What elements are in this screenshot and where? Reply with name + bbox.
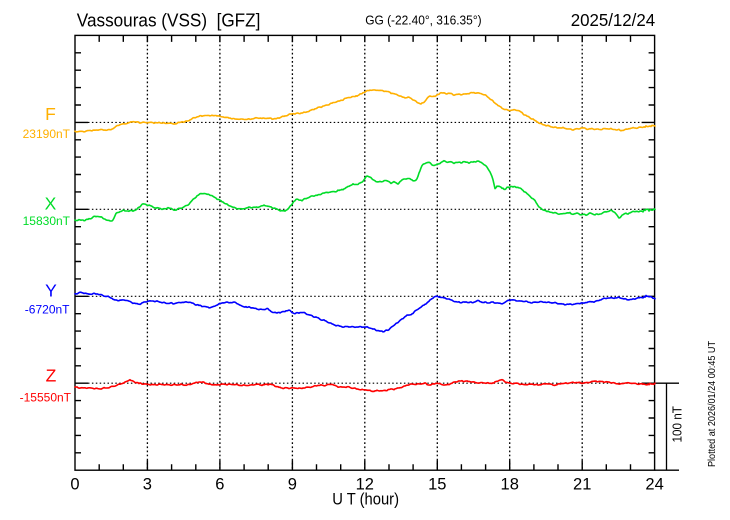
svg-text:100 nT: 100 nT (670, 406, 684, 443)
svg-text:Z: Z (46, 366, 57, 386)
svg-text:9: 9 (288, 476, 297, 494)
svg-text:-15550nT: -15550nT (20, 391, 72, 405)
svg-text:F: F (45, 104, 56, 124)
svg-text:GG (-22.40°, 316.35°): GG (-22.40°, 316.35°) (365, 12, 481, 27)
svg-text:6: 6 (215, 476, 224, 494)
svg-text:3: 3 (143, 476, 152, 494)
svg-text:U T (hour): U T (hour) (332, 491, 399, 509)
svg-text:2025/12/24: 2025/12/24 (571, 10, 656, 30)
svg-text:15: 15 (428, 476, 446, 494)
svg-text:Y: Y (45, 281, 57, 301)
svg-text:-6720nT: -6720nT (25, 303, 70, 317)
svg-text:24: 24 (645, 476, 663, 494)
svg-text:21: 21 (573, 476, 591, 494)
svg-text:15830nT: 15830nT (23, 214, 71, 228)
svg-text:Plotted at 2026/01/24 00:45 UT: Plotted at 2026/01/24 00:45 UT (707, 341, 718, 467)
svg-text:Vassouras (VSS) [GFZ]: Vassouras (VSS) [GFZ] (77, 9, 261, 30)
svg-text:X: X (45, 194, 57, 214)
svg-text:18: 18 (501, 476, 519, 494)
svg-text:0: 0 (70, 476, 79, 494)
svg-text:12: 12 (356, 476, 374, 494)
svg-text:23190nT: 23190nT (23, 127, 71, 141)
